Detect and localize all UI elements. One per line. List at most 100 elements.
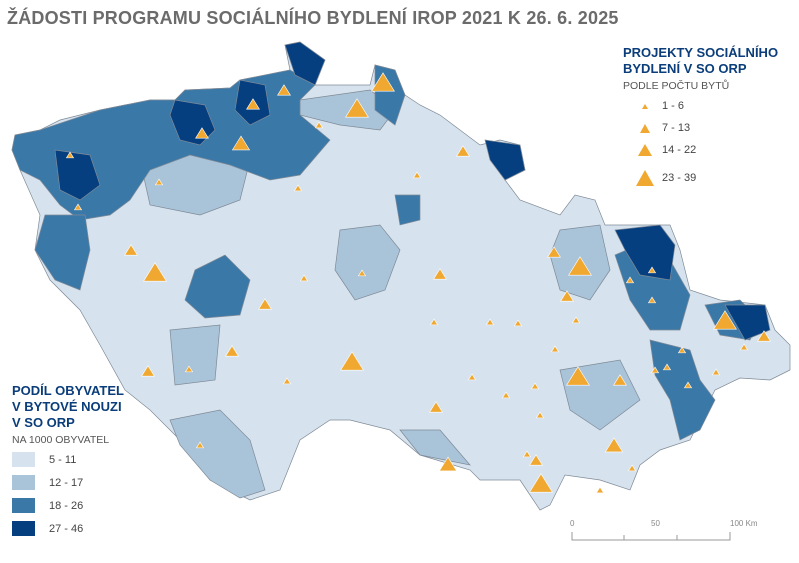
projects-legend-label: 7 - 13 (662, 122, 691, 134)
scale-label: 0 (570, 519, 575, 528)
project-triangle-marker (513, 319, 523, 327)
project-triangle-marker (357, 269, 367, 277)
color-swatch (12, 452, 35, 467)
project-triangle-marker (647, 296, 657, 304)
project-triangle-marker (757, 330, 771, 342)
projects-legend-title: PROJEKTY SOCIÁLNÍHO BYDLENÍ V SO ORP (623, 45, 778, 77)
projects-legend-label: 14 - 22 (662, 144, 697, 156)
share-legend-title-line: V SO ORP (12, 415, 75, 430)
color-swatch (12, 521, 35, 536)
project-triangle-marker (683, 381, 693, 389)
orp-region (169, 409, 266, 499)
projects-legend-label: 1 - 6 (662, 100, 685, 112)
scale-label: 100 Km (730, 519, 758, 528)
project-triangle-marker (595, 486, 605, 494)
triangle-icon (638, 144, 652, 156)
share-legend-subtitle: NA 1000 OBYVATEL (12, 434, 110, 446)
share-legend-item: 18 - 26 (12, 498, 83, 513)
project-triangle-marker (184, 365, 194, 373)
project-triangle-marker (340, 351, 364, 371)
project-triangle-marker (739, 343, 749, 351)
orp-region (484, 139, 526, 181)
project-triangle-marker (195, 127, 209, 139)
color-swatch (12, 498, 35, 513)
project-triangle-marker (501, 391, 511, 399)
projects-legend-item: 23 - 39 (628, 170, 696, 186)
project-triangle-marker (604, 437, 624, 453)
orp-region (54, 149, 101, 201)
share-legend-item: 12 - 17 (12, 475, 83, 490)
project-triangle-marker (550, 345, 560, 353)
project-triangle-marker (662, 363, 672, 371)
orp-region (399, 429, 471, 466)
project-triangle-marker (195, 441, 205, 449)
project-triangle-marker (154, 178, 164, 186)
share-legend-item: 27 - 46 (12, 521, 83, 536)
share-legend-title: PODÍL OBYVATEL V BYTOVÉ NOUZI V SO ORP (12, 383, 124, 431)
projects-legend-title-line: BYDLENÍ V SO ORP (623, 61, 747, 76)
project-triangle-marker (647, 266, 657, 274)
orp-region (34, 214, 91, 291)
project-triangle-marker (613, 374, 627, 386)
project-triangle-marker (258, 298, 272, 310)
project-triangle-marker (438, 456, 458, 472)
project-triangle-marker (141, 365, 155, 377)
project-triangle-marker (625, 276, 635, 284)
share-legend-label: 5 - 11 (49, 453, 77, 466)
orp-region (394, 194, 421, 226)
project-triangle-marker (711, 368, 721, 376)
triangle-icon (640, 123, 650, 133)
orp-region (169, 324, 221, 386)
project-triangle-marker (293, 184, 303, 192)
project-triangle-marker (429, 318, 439, 326)
share-legend-title-line: V BYTOVÉ NOUZI (12, 399, 122, 414)
orp-region (614, 224, 676, 281)
project-triangle-marker (566, 366, 590, 386)
project-triangle-marker (345, 98, 369, 118)
projects-legend-label: 23 - 39 (662, 172, 697, 184)
project-triangle-marker (314, 121, 324, 129)
projects-legend-title-line: PROJEKTY SOCIÁLNÍHO (623, 45, 779, 60)
project-triangle-marker (529, 473, 553, 493)
project-triangle-marker (433, 268, 447, 280)
project-triangle-marker (225, 345, 239, 357)
project-triangle-marker (299, 274, 309, 282)
project-triangle-marker (547, 246, 561, 258)
projects-legend-item: 1 - 6 (628, 100, 684, 112)
project-triangle-marker (677, 346, 687, 354)
project-triangle-marker (560, 290, 574, 302)
scale-line (571, 532, 731, 541)
project-triangle-marker (124, 244, 138, 256)
projects-legend-subtitle: PODLE POČTU BYTŮ (623, 80, 730, 92)
orp-region (724, 304, 771, 341)
projects-legend-item: 14 - 22 (628, 144, 696, 156)
project-triangle-marker (246, 98, 260, 110)
project-triangle-marker (522, 450, 532, 458)
project-triangle-marker (277, 84, 291, 96)
project-triangle-marker (713, 310, 737, 330)
share-legend-item: 5 - 11 (12, 452, 76, 467)
project-triangle-marker (627, 464, 637, 472)
triangle-icon (642, 103, 648, 109)
project-triangle-marker (467, 373, 477, 381)
projects-legend-item: 7 - 13 (628, 122, 690, 134)
map-title: ŽÁDOSTI PROGRAMU SOCIÁLNÍHO BYDLENÍ IROP… (7, 8, 619, 28)
project-triangle-marker (412, 171, 422, 179)
share-legend-label: 18 - 26 (49, 499, 84, 512)
project-triangle-marker (282, 377, 292, 385)
triangle-icon (636, 170, 654, 186)
project-triangle-marker (143, 262, 167, 282)
project-triangle-marker (371, 72, 395, 92)
project-triangle-marker (73, 203, 83, 211)
project-triangle-marker (571, 316, 581, 324)
share-legend-label: 27 - 46 (49, 522, 84, 535)
orp-region (284, 41, 326, 86)
color-swatch (12, 475, 35, 490)
project-triangle-marker (231, 135, 251, 151)
project-triangle-marker (535, 411, 545, 419)
project-triangle-marker (456, 145, 470, 157)
project-triangle-marker (650, 366, 660, 374)
share-legend-title-line: PODÍL OBYVATEL (12, 383, 124, 398)
